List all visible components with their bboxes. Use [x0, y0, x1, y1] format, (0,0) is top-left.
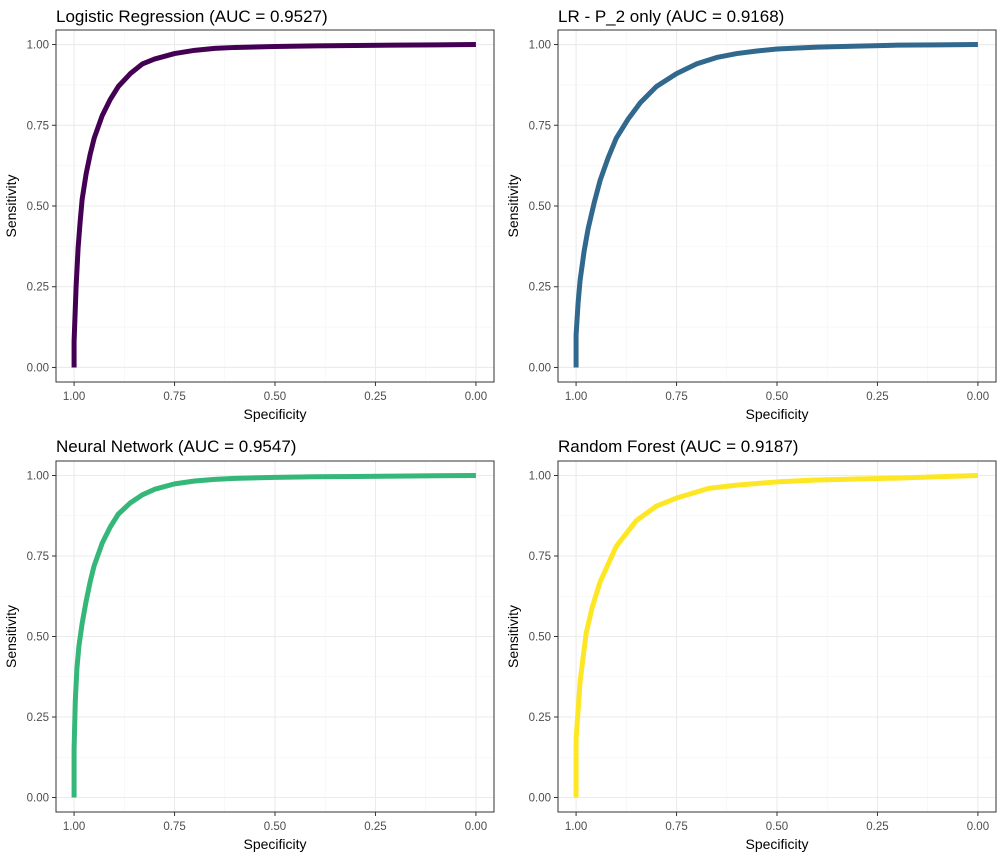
y-tick-label: 0.00 — [529, 362, 551, 374]
y-tick-label: 0.50 — [27, 632, 49, 644]
panel-title: Logistic Regression (AUC = 0.9527) — [56, 7, 328, 26]
x-tick-label: 0.75 — [665, 821, 687, 833]
y-axis-title: Sensitivity — [3, 605, 19, 668]
y-tick-label: 0.25 — [529, 712, 551, 724]
y-tick-label: 1.00 — [27, 470, 49, 482]
roc-curve-line — [573, 42, 978, 368]
y-tick-label: 0.50 — [529, 632, 551, 644]
panel-title: Random Forest (AUC = 0.9187) — [558, 437, 798, 456]
y-tick-label: 0.50 — [529, 201, 551, 213]
roc-curve-line — [71, 42, 476, 368]
x-tick-label: 0.25 — [364, 821, 386, 833]
x-tick-label: 0.00 — [967, 821, 989, 833]
x-tick-label: 0.75 — [163, 821, 185, 833]
y-tick-label: 0.50 — [27, 201, 49, 213]
x-axis-title: Specificity — [243, 406, 306, 422]
x-tick-label: 0.25 — [364, 391, 386, 403]
y-tick-label: 0.25 — [529, 282, 551, 294]
y-tick-label: 0.00 — [27, 793, 49, 805]
y-tick-label: 1.00 — [529, 470, 551, 482]
x-tick-label: 0.50 — [264, 821, 286, 833]
chart-panel-3: 1.00 0.75 0.50 0.25 0.00 0.00 0.25 0.50 0.75 1.00… — [3, 437, 495, 852]
y-tick-label: 1.00 — [27, 40, 49, 52]
x-tick-label: 0.75 — [163, 391, 185, 403]
panel-title: Neural Network (AUC = 0.9547) — [56, 437, 296, 456]
x-axis-title: Specificity — [745, 836, 808, 852]
x-tick-label: 1.00 — [565, 821, 587, 833]
y-axis-title: Sensitivity — [3, 174, 19, 237]
y-tick-label: 0.25 — [27, 282, 49, 294]
y-tick-label: 0.00 — [27, 362, 49, 374]
y-tick-label: 0.75 — [529, 551, 551, 563]
x-axis-title: Specificity — [243, 836, 306, 852]
chart-panel-2: 1.00 0.75 0.50 0.25 0.00 0.00 0.25 0.50 0.75 1.00… — [505, 7, 997, 422]
chart-panel-1: 1.00 0.75 0.50 0.25 0.00 0.00 0.25 0.50 0.75 1.00… — [3, 7, 495, 422]
x-tick-label: 0.25 — [866, 391, 888, 403]
x-tick-label: 0.00 — [465, 391, 487, 403]
x-tick-label: 1.00 — [63, 391, 85, 403]
y-tick-label: 0.75 — [529, 120, 551, 132]
y-tick-label: 0.75 — [27, 551, 49, 563]
x-tick-label: 1.00 — [565, 391, 587, 403]
x-tick-label: 0.00 — [967, 391, 989, 403]
chart-panel-4: 1.00 0.75 0.50 0.25 0.00 0.00 0.25 0.50 0.75 1.00… — [505, 437, 997, 852]
y-tick-label: 0.00 — [529, 793, 551, 805]
x-tick-label: 0.50 — [766, 821, 788, 833]
y-tick-label: 0.25 — [27, 712, 49, 724]
x-tick-label: 1.00 — [63, 821, 85, 833]
x-axis-title: Specificity — [745, 406, 808, 422]
y-tick-label: 1.00 — [529, 40, 551, 52]
roc-curve-line — [573, 472, 979, 798]
roc-curve-line — [71, 472, 476, 798]
y-axis-title: Sensitivity — [505, 174, 521, 237]
x-tick-label: 0.50 — [264, 391, 286, 403]
y-axis-title: Sensitivity — [505, 605, 521, 668]
x-tick-label: 0.75 — [665, 391, 687, 403]
x-tick-label: 0.00 — [465, 821, 487, 833]
panel-title: LR - P_2 only (AUC = 0.9168) — [558, 7, 784, 26]
y-tick-label: 0.75 — [27, 120, 49, 132]
x-tick-label: 0.50 — [766, 391, 788, 403]
x-tick-label: 0.25 — [866, 821, 888, 833]
